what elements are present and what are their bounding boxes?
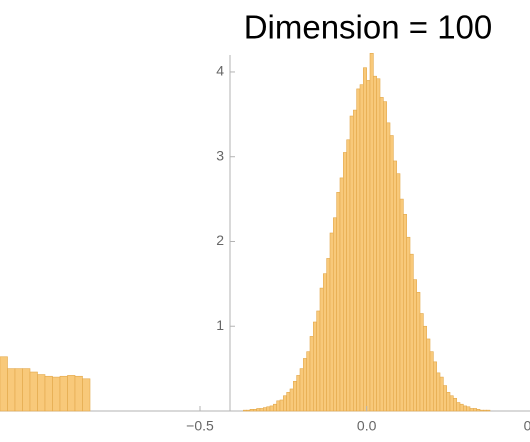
bar xyxy=(449,395,454,412)
y-tick-label: 3 xyxy=(216,147,224,163)
bar xyxy=(389,135,394,412)
bar xyxy=(52,376,61,412)
y-tick-label: 4 xyxy=(216,63,224,79)
bar xyxy=(343,152,347,412)
bar xyxy=(406,236,411,412)
chart-title: Dimension = 100 xyxy=(244,9,493,46)
bar xyxy=(333,217,337,412)
bar xyxy=(59,375,68,412)
bar xyxy=(286,392,291,412)
bar xyxy=(363,67,367,412)
bar xyxy=(7,368,16,412)
bar xyxy=(303,358,307,412)
bar xyxy=(309,336,314,412)
bar xyxy=(409,253,414,412)
bar xyxy=(353,109,357,412)
bar xyxy=(323,273,327,412)
bar xyxy=(273,403,277,412)
bar xyxy=(399,198,404,412)
bar xyxy=(446,392,451,412)
bar xyxy=(299,368,304,412)
bar xyxy=(426,338,431,412)
bar xyxy=(383,101,387,412)
bar xyxy=(279,399,284,412)
bar xyxy=(22,368,31,412)
bar xyxy=(396,173,401,412)
bar xyxy=(37,374,46,412)
bar xyxy=(349,115,354,412)
bar xyxy=(29,371,38,412)
bar xyxy=(356,88,361,412)
bar xyxy=(433,361,437,412)
bar xyxy=(339,177,344,412)
bar xyxy=(44,375,53,412)
bar xyxy=(14,368,23,412)
bar xyxy=(416,292,421,412)
bar xyxy=(74,375,83,412)
bar xyxy=(263,407,267,412)
bar xyxy=(283,395,287,412)
bar xyxy=(373,75,377,412)
bar xyxy=(256,408,261,412)
bar xyxy=(316,310,321,412)
y-tick-label: 2 xyxy=(216,232,224,248)
bar xyxy=(469,408,474,412)
bar xyxy=(0,356,8,412)
bar xyxy=(403,214,407,412)
bar xyxy=(423,325,427,412)
bar xyxy=(319,287,324,412)
bar xyxy=(243,409,247,412)
bar xyxy=(473,408,477,412)
bar xyxy=(336,192,341,412)
bar xyxy=(296,375,301,412)
bar xyxy=(379,97,384,412)
bar xyxy=(289,388,294,412)
bar xyxy=(259,408,264,412)
bar xyxy=(249,409,254,412)
bar xyxy=(439,376,444,412)
bar xyxy=(359,84,364,412)
bar xyxy=(459,403,464,412)
bar xyxy=(313,321,317,412)
bar xyxy=(246,409,251,412)
bar xyxy=(266,406,271,412)
bar xyxy=(306,351,311,412)
bar xyxy=(346,139,351,412)
bar xyxy=(276,400,281,412)
bar xyxy=(326,258,331,412)
bar xyxy=(82,378,91,412)
bar xyxy=(429,351,434,412)
bar xyxy=(369,53,374,412)
bar xyxy=(486,409,491,412)
bar xyxy=(253,409,257,412)
bar xyxy=(436,372,441,412)
bar xyxy=(466,406,471,412)
x-tick-label: −0.5 xyxy=(186,418,214,434)
bar xyxy=(413,279,417,412)
y-tick-label: 1 xyxy=(216,317,224,333)
bar xyxy=(393,160,397,412)
bar xyxy=(483,409,487,412)
bar xyxy=(386,122,391,412)
bar xyxy=(479,409,484,412)
bar xyxy=(419,313,424,412)
x-tick-label: 0.0 xyxy=(357,418,377,434)
bar xyxy=(67,375,76,412)
bar xyxy=(443,385,447,412)
bar xyxy=(463,405,467,412)
x-tick-label: 0.5 xyxy=(524,418,530,434)
bar xyxy=(269,405,274,412)
bar xyxy=(453,397,457,412)
bar xyxy=(476,409,481,412)
bar xyxy=(293,381,297,412)
bar xyxy=(329,232,334,412)
bar xyxy=(366,80,371,412)
bar xyxy=(456,402,461,412)
bar xyxy=(376,78,381,412)
